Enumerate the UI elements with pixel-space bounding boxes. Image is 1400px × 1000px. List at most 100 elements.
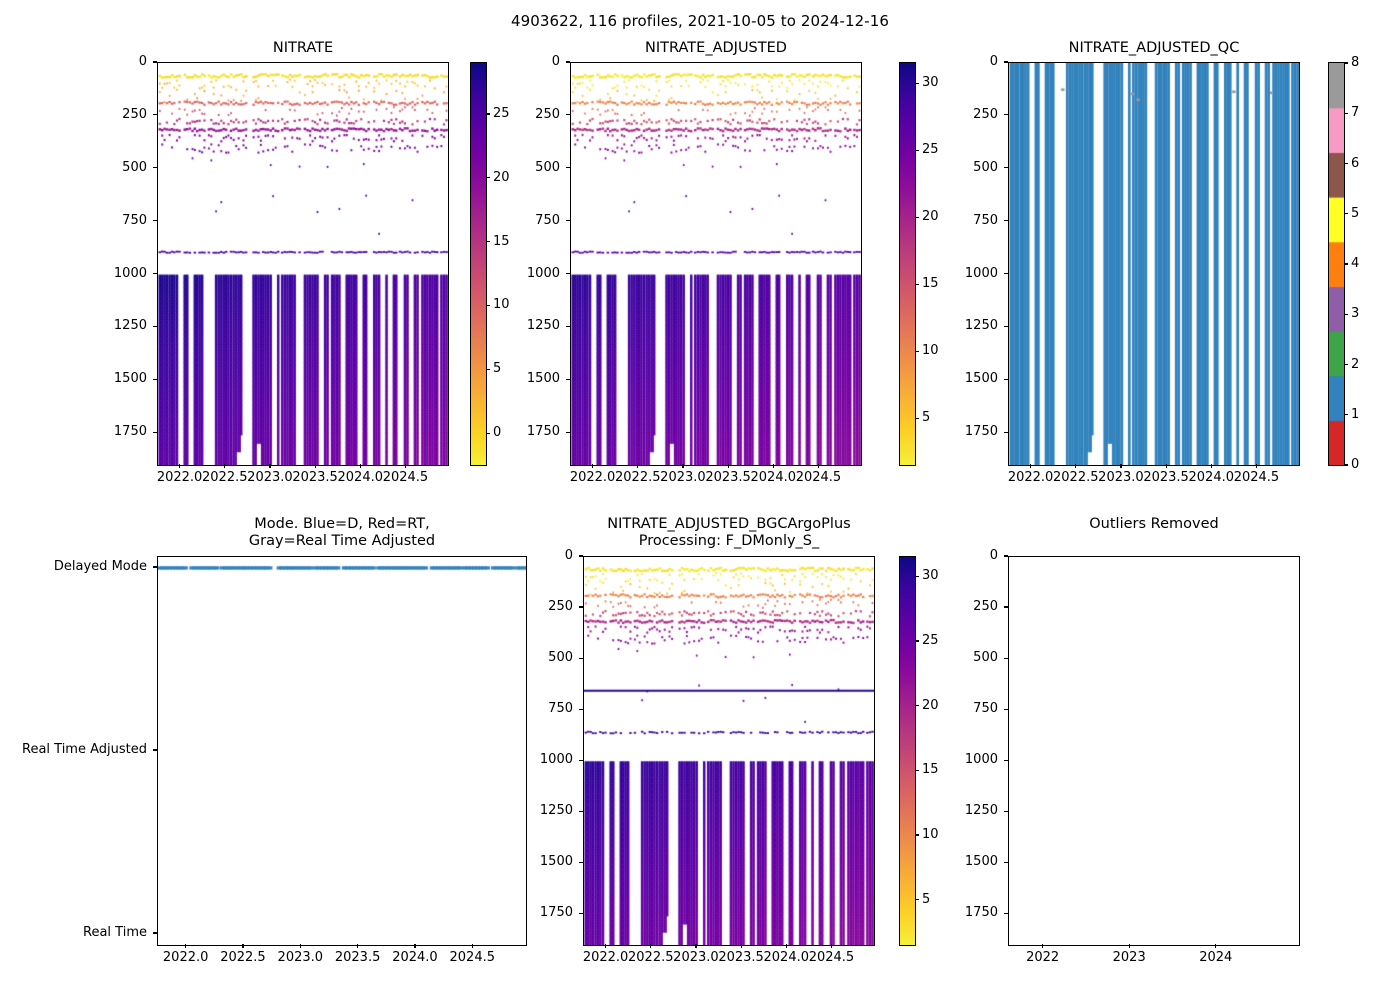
y-tick-label: 500 — [535, 159, 560, 175]
colorbar-tick-label: 25 — [922, 633, 939, 649]
panel-nitrate-title: NITRATE — [272, 40, 334, 56]
y-tick-label: 1000 — [113, 265, 147, 281]
y-tick-label: 750 — [535, 212, 560, 228]
x-tick-label: 2023.5 — [334, 950, 381, 965]
x-tick-label: 2024.0 — [1188, 470, 1235, 485]
x-tick-label: 2023.0 — [673, 950, 719, 965]
colorbar-tick-label: 20 — [922, 209, 939, 225]
y-tick-label: 1750 — [526, 424, 560, 440]
colorbar-tick-label: 8 — [1351, 55, 1360, 70]
colorbar-tick-label: 5 — [922, 410, 931, 426]
y-tick-label: 1250 — [526, 318, 560, 334]
x-tick-label: 2022 — [1026, 950, 1060, 965]
panel-nitrate-axes[interactable] — [157, 62, 449, 466]
colorbar-tick-label: 15 — [493, 233, 510, 249]
x-tick-label: 2022.5 — [628, 950, 674, 965]
panel-mode-axes[interactable] — [157, 556, 527, 946]
x-tick-label: 2022.0 — [582, 950, 629, 965]
y-tick-label: 1000 — [964, 752, 998, 768]
y-tick-label: 0 — [989, 54, 998, 69]
colorbar-tick-label: 6 — [1351, 155, 1360, 171]
colorbar-tick-label: 7 — [1351, 105, 1360, 121]
colorbar-tick-label: 15 — [922, 762, 939, 778]
y-tick-label: 250 — [535, 106, 560, 122]
y-tick-label: 500 — [548, 650, 573, 666]
x-tick-label: 2023.5 — [718, 950, 764, 965]
y-tick-label: 1750 — [113, 424, 147, 440]
x-tick-label: 2022.5 — [202, 470, 248, 485]
x-tick-label: 2024.0 — [763, 950, 810, 965]
x-tick-label: 2022.0 — [156, 470, 203, 485]
panel-nitrate-adjusted-colorbar[interactable]: 5 10 15 20 25 30 — [899, 62, 939, 466]
y-tick-label: 250 — [122, 106, 147, 122]
x-tick-label: 2024.0 — [337, 470, 384, 485]
y-tick-label: Real Time — [83, 925, 147, 941]
colorbar-tick-label: 20 — [493, 169, 510, 185]
x-tick-label: 2024.0 — [750, 470, 797, 485]
y-tick-label: Real Time Adjusted — [22, 742, 147, 757]
y-tick-label: 750 — [973, 212, 998, 228]
y-tick-label: 750 — [122, 212, 147, 228]
y-tick-label: 1000 — [964, 265, 998, 281]
x-tick-label: 2022.5 — [615, 470, 661, 485]
panel-bgcargoplus-title: NITRATE_ADJUSTED_BGCArgoPlus Processing:… — [607, 516, 851, 549]
y-tick-label: 250 — [973, 599, 998, 615]
figure-suptitle: 4903622, 116 profiles, 2021-10-05 to 202… — [510, 12, 890, 30]
x-tick-label: 2022.0 — [1007, 470, 1054, 485]
colorbar-tick-label: 5 — [1351, 205, 1360, 221]
panel-mode: Mode. Blue=D, Red=RT, Gray=Real Time Adj… — [22, 516, 527, 965]
panel-outliers-removed-axes[interactable] — [1008, 556, 1300, 946]
colorbar-tick-label: 10 — [493, 297, 510, 313]
colorbar-tick-label: 15 — [922, 276, 939, 292]
y-tick-label: 500 — [122, 159, 147, 175]
x-tick-label: 2023 — [1112, 950, 1146, 965]
colorbar-tick-label: 2 — [1351, 356, 1360, 372]
colorbar-tick-label: 0 — [1351, 457, 1360, 472]
y-tick-label: 0 — [989, 548, 998, 563]
y-tick-label: 1500 — [964, 854, 998, 870]
colorbar-tick-label: 20 — [922, 697, 939, 713]
y-tick-label: 750 — [973, 701, 998, 717]
y-tick-label: 1750 — [964, 905, 998, 921]
panel-nitrate-adjusted-axes[interactable] — [570, 62, 862, 466]
y-tick-label: 1500 — [526, 371, 560, 387]
colorbar-tick-label: 25 — [922, 142, 939, 158]
y-tick-label: 0 — [551, 54, 560, 69]
x-tick-label: 2022.0 — [569, 470, 616, 485]
panel-bgcargoplus-axes[interactable] — [583, 556, 875, 946]
x-tick-label: 2024.5 — [795, 470, 842, 485]
panel-nitrate-adjusted-qc-title: NITRATE_ADJUSTED_QC — [1068, 40, 1240, 56]
x-tick-label: 2023.0 — [247, 470, 293, 485]
panel-bgcargoplus: NITRATE_ADJUSTED_BGCArgoPlus Processing:… — [540, 516, 939, 965]
panel-bgcargoplus-colorbar[interactable]: 5 10 15 20 25 30 — [899, 556, 939, 946]
colorbar-tick-label: 30 — [922, 568, 939, 584]
y-tick-label: 1250 — [964, 803, 998, 819]
y-tick-label: 1000 — [526, 265, 560, 281]
x-tick-label: 2023.0 — [1098, 470, 1144, 485]
colorbar-tick-label: 1 — [1351, 406, 1360, 422]
panel-nitrate-colorbar[interactable]: 0 5 10 15 20 25 — [470, 62, 510, 466]
x-tick-label: 2023.5 — [705, 470, 751, 485]
y-tick-label: 500 — [973, 650, 998, 666]
y-tick-label: 1500 — [113, 371, 147, 387]
panel-nitrate-adjusted-qc-axes[interactable] — [1008, 62, 1300, 466]
y-tick-label: 500 — [973, 159, 998, 175]
x-tick-label: 2024.5 — [1233, 470, 1280, 485]
panel-qc-colorbar[interactable]: 0 1 2 3 4 5 6 7 8 — [1328, 55, 1359, 472]
colorbar-tick-label: 3 — [1351, 306, 1360, 322]
y-tick-label: 1250 — [539, 803, 573, 819]
panel-nitrate-adjusted-qc: NITRATE_ADJUSTED_QC 0 1 2 3 4 5 6 7 8 0 250 500 750… — [965, 40, 1359, 485]
x-tick-label: 2022.5 — [220, 950, 266, 965]
x-tick-label: 2024.0 — [392, 950, 438, 965]
y-tick-label: 250 — [973, 106, 998, 122]
colorbar-tick-label: 10 — [922, 827, 939, 843]
colorbar-tick-label: 5 — [493, 361, 502, 377]
y-tick-label: 1750 — [964, 424, 998, 440]
x-tick-label: 2023.0 — [660, 470, 706, 485]
x-tick-label: 2022.0 — [162, 950, 209, 965]
x-tick-label: 2024.5 — [382, 470, 429, 485]
y-tick-label: Delayed Mode — [53, 558, 147, 574]
colorbar-tick-label: 10 — [922, 343, 939, 359]
y-tick-label: 1250 — [964, 318, 998, 334]
